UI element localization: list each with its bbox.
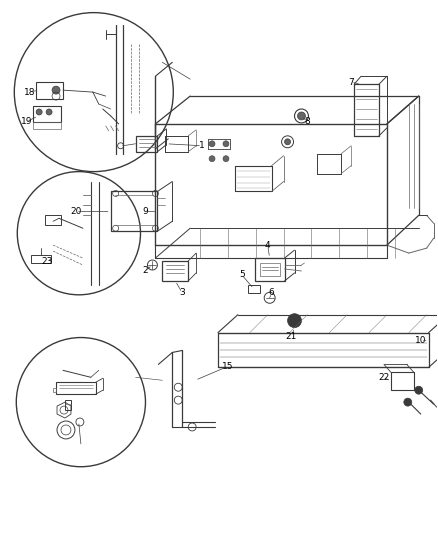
Circle shape (36, 109, 42, 115)
Circle shape (297, 112, 305, 120)
Text: 3: 3 (179, 288, 185, 297)
Circle shape (285, 139, 290, 145)
Text: 20: 20 (70, 207, 81, 216)
Text: 15: 15 (222, 362, 234, 371)
Text: 4: 4 (265, 240, 271, 249)
Text: 2: 2 (143, 266, 148, 276)
Text: 9: 9 (143, 207, 148, 216)
Text: 10: 10 (415, 336, 427, 345)
Text: 21: 21 (286, 332, 297, 341)
Text: 23: 23 (42, 256, 53, 265)
Text: 22: 22 (378, 373, 389, 382)
Circle shape (46, 109, 52, 115)
Circle shape (223, 156, 229, 161)
Text: 8: 8 (304, 117, 310, 126)
Circle shape (52, 86, 60, 94)
Circle shape (415, 386, 423, 394)
Text: 1: 1 (199, 141, 205, 150)
Circle shape (404, 398, 412, 406)
Circle shape (209, 141, 215, 147)
Circle shape (223, 141, 229, 147)
Text: 5: 5 (239, 270, 245, 279)
Text: 6: 6 (269, 288, 275, 297)
Text: 7: 7 (348, 78, 354, 87)
Circle shape (288, 314, 301, 328)
Text: 18: 18 (24, 87, 35, 96)
Text: 19: 19 (21, 117, 32, 126)
Circle shape (209, 156, 215, 161)
